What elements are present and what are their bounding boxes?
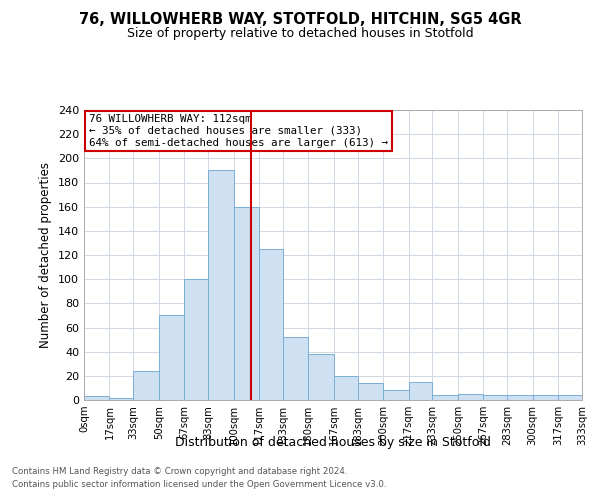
Bar — [358, 383, 383, 400]
Text: Size of property relative to detached houses in Stotfold: Size of property relative to detached ho… — [127, 28, 473, 40]
Text: Contains public sector information licensed under the Open Government Licence v3: Contains public sector information licen… — [12, 480, 386, 489]
Bar — [383, 390, 409, 400]
Bar — [259, 249, 283, 400]
Bar — [409, 382, 433, 400]
Bar — [208, 170, 233, 400]
Bar — [533, 395, 558, 400]
Bar — [184, 279, 208, 400]
Text: Distribution of detached houses by size in Stotfold: Distribution of detached houses by size … — [175, 436, 491, 449]
Bar — [283, 337, 308, 400]
Bar — [308, 354, 334, 400]
Bar — [84, 396, 109, 400]
Bar — [558, 395, 582, 400]
Bar — [159, 316, 184, 400]
Bar — [483, 395, 507, 400]
Bar — [109, 398, 133, 400]
Bar — [233, 206, 259, 400]
Bar — [334, 376, 358, 400]
Bar — [458, 394, 483, 400]
Bar — [433, 395, 458, 400]
Bar — [507, 395, 533, 400]
Text: 76, WILLOWHERB WAY, STOTFOLD, HITCHIN, SG5 4GR: 76, WILLOWHERB WAY, STOTFOLD, HITCHIN, S… — [79, 12, 521, 28]
Text: 76 WILLOWHERB WAY: 112sqm
← 35% of detached houses are smaller (333)
64% of semi: 76 WILLOWHERB WAY: 112sqm ← 35% of detac… — [89, 114, 388, 148]
Text: Contains HM Land Registry data © Crown copyright and database right 2024.: Contains HM Land Registry data © Crown c… — [12, 467, 347, 476]
Bar — [133, 371, 159, 400]
Y-axis label: Number of detached properties: Number of detached properties — [40, 162, 52, 348]
